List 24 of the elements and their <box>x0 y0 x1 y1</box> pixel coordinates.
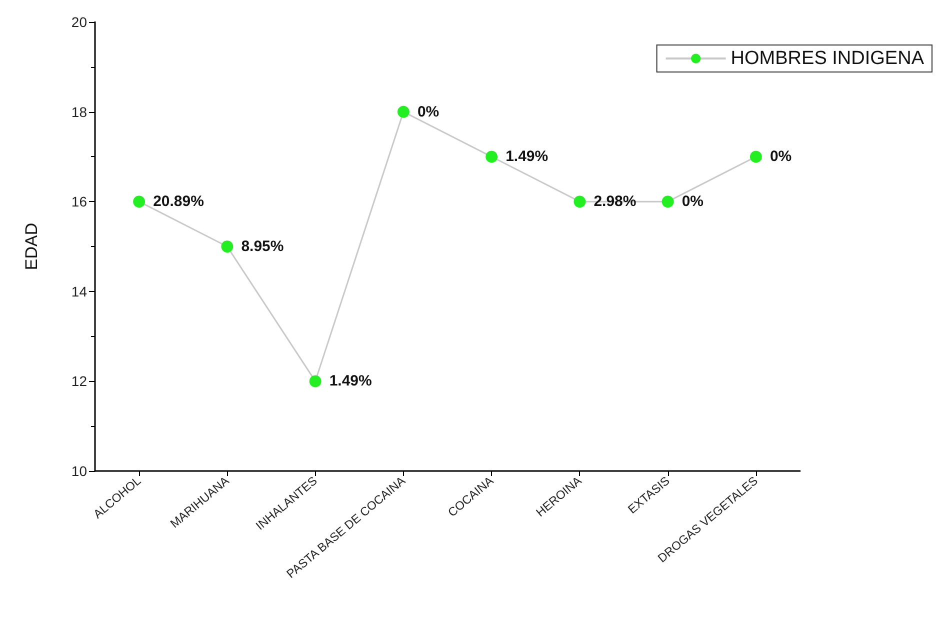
annotation: 20.89% <box>153 193 204 210</box>
annotation: 0% <box>770 148 792 166</box>
y-tick-label: 20 <box>71 14 88 30</box>
point <box>133 196 146 208</box>
point <box>309 375 322 388</box>
legend-label: HOMBRES INDIGENA <box>730 48 924 69</box>
y-tick-label: 16 <box>71 194 88 210</box>
point <box>662 196 674 208</box>
annotation: 8.95% <box>241 238 284 255</box>
y-tick-label: 18 <box>71 104 88 120</box>
point <box>486 150 498 163</box>
annotation: 1.49% <box>329 372 372 390</box>
annotation: 2.98% <box>594 193 636 210</box>
y-axis-title: EDAD <box>22 222 41 270</box>
point <box>221 240 234 252</box>
annotation: 0% <box>682 193 704 210</box>
y-tick-label: 12 <box>71 373 88 390</box>
point <box>397 106 410 118</box>
point <box>750 150 762 163</box>
point <box>574 196 586 208</box>
y-tick-label: 10 <box>71 463 88 479</box>
annotation: 0% <box>417 103 440 120</box>
annotation: 1.49% <box>506 148 548 166</box>
y-tick-label: 14 <box>71 283 88 300</box>
